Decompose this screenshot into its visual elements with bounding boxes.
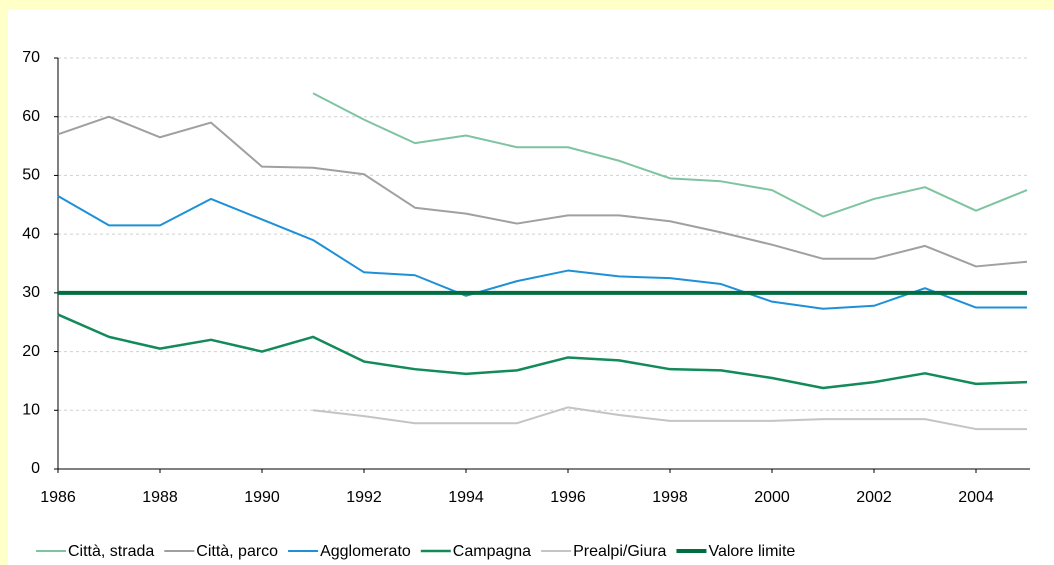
y-tick-label: 30 [22, 284, 40, 301]
y-tick-label: 40 [22, 225, 40, 242]
series-line [57, 115, 1028, 268]
x-tick-label: 2002 [856, 489, 892, 506]
legend-label: Prealpi/Giura [573, 543, 666, 560]
x-tick-label: 1990 [244, 489, 280, 506]
y-tick-label: 70 [22, 49, 40, 66]
x-tick-label: 1998 [652, 489, 688, 506]
legend-label: Agglomerato [320, 543, 411, 560]
y-tick-label: 20 [22, 343, 40, 360]
y-tick-label: 50 [22, 167, 40, 184]
y-tick-label: 60 [22, 108, 40, 125]
y-tick-label: 0 [31, 460, 40, 477]
series-line [57, 195, 1027, 310]
legend-label: Città, strada [68, 543, 154, 560]
x-tick-label: 2000 [754, 489, 790, 506]
legend-label: Campagna [453, 543, 531, 560]
plot-panel [8, 10, 1054, 565]
x-tick-label: 2004 [958, 489, 994, 506]
y-tick-label: 10 [22, 402, 40, 419]
legend-label: Città, parco [196, 543, 278, 560]
x-tick-label: 1994 [448, 489, 484, 506]
series-line [312, 92, 1028, 218]
legend-label: Valore limite [708, 543, 795, 560]
x-tick-label: 1992 [346, 489, 382, 506]
series-line [312, 406, 1027, 431]
x-tick-label: 1986 [40, 489, 76, 506]
x-tick-label: 1988 [142, 489, 178, 506]
series-line [57, 313, 1028, 390]
x-tick-label: 1996 [550, 489, 586, 506]
